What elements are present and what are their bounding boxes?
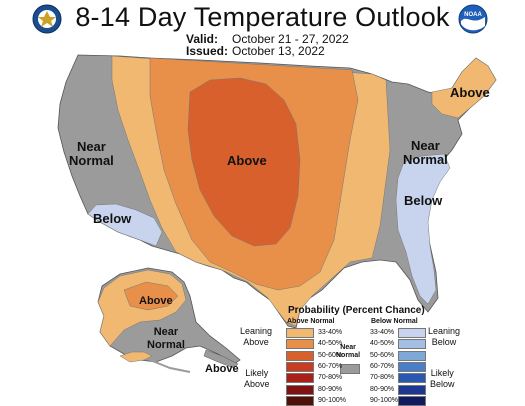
region-label-near-normal-alaska: Near Normal [147,326,185,351]
aleutians-above-zone [119,351,153,363]
legend-above-bin-label: 80-90% [318,385,343,393]
region-label-above-aleutians: Above [205,363,239,375]
noaa-logo-text: NOAA [464,12,482,18]
issued-label: Issued: [186,44,229,58]
region-label-below-southeast: Below [404,193,443,208]
legend-below-bin-label: 33-40% [370,329,395,336]
legend-below-bin-label: 40-50% [370,340,395,348]
below-southwest-zone [87,203,163,247]
legend-above-swatch [286,384,314,395]
region-label-near-normal-west: Near Normal [69,139,114,168]
issued-value: October 13, 2022 [232,44,325,58]
above-northeast-zone [431,57,497,119]
legend-above-swatch [286,361,314,372]
noaa-logo-icon: NOAA [458,4,488,34]
above-50-60-zone [187,77,301,247]
legend-below-swatch [398,395,426,406]
below-southeast-zone [395,153,451,305]
legend-above-swatch [286,328,314,338]
doc-seal-icon [32,4,62,34]
legend-below-heading: Below Normal [371,318,418,325]
legend-above-bin-label: 70-80% [318,374,343,382]
legend-title: Probability (Percent Chance) [288,305,425,316]
alaska-panhandle-islands [203,349,239,369]
region-label-above-northeast: Above [450,85,490,100]
legend-above-swatch [286,395,314,406]
legend-leaning-above: Leaning Above [240,326,273,347]
legend-below-swatch [398,339,426,350]
region-label-near-normal-east: Near Normal [403,138,448,167]
legend-above-bin-label: 60-70% [318,362,343,370]
valid-dates: Valid: October 21 - 27, 2022 [186,32,349,46]
legend-below-swatch [398,328,426,338]
legend-likely-below: Likely Below [430,368,455,389]
issued-date: Issued: October 13, 2022 [186,44,325,58]
legend-above-swatch [286,373,314,384]
legend-below-bin-label: 60-70% [370,362,395,370]
legend-leaning-below: Leaning Below [428,326,461,347]
legend-below-swatch [398,350,426,361]
aleutian-islands [149,359,191,373]
alaska-above-core-zone [123,281,179,311]
legend-below-bin-label: 80-90% [370,385,395,393]
legend-near-normal-label: Near Normal [336,344,361,359]
legend-above-swatch [286,350,314,361]
legend-above-bin-label: 40-50% [318,340,343,348]
legend-above-bin-label: 90-100% [318,396,347,404]
legend-below-bin-label: 90-100% [370,396,399,404]
legend-below-swatch [398,361,426,372]
legend-above-bin-label: 33-40% [318,329,343,336]
region-label-below-southwest: Below [93,211,132,226]
legend-below-bin-label: 50-60% [370,351,395,359]
region-label-above-central: Above [227,153,267,168]
valid-value: October 21 - 27, 2022 [232,32,349,46]
page-title: 8-14 Day Temperature Outlook [75,2,450,32]
legend-below-swatch [398,373,426,384]
legend-above-bin-label: 50-60% [318,351,343,359]
valid-label: Valid: [186,32,219,46]
legend-near-normal-swatch [340,364,360,374]
legend-likely-above: Likely Above [244,368,270,389]
legend-below-swatch [398,384,426,395]
region-label-above-alaska: Above [139,295,173,307]
legend-above-swatch [286,339,314,350]
legend-above-heading: Above Normal [287,318,335,325]
legend-below-bin-label: 70-80% [370,374,395,382]
